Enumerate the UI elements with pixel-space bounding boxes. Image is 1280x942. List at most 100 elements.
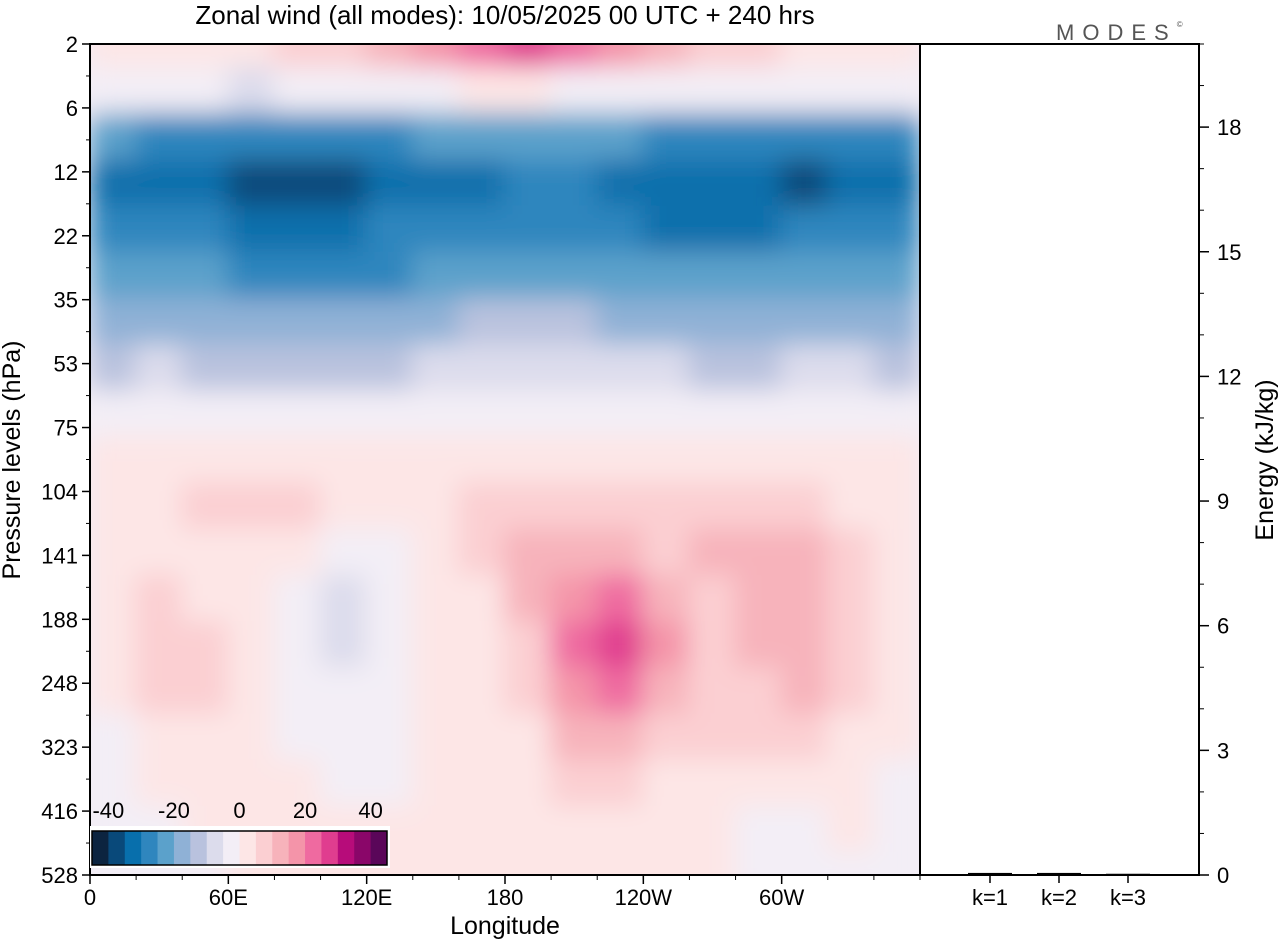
field-cell [596, 759, 645, 807]
field-cell [365, 251, 414, 299]
field-cell [550, 436, 599, 484]
field-cell [688, 113, 737, 161]
field-cell [596, 482, 645, 530]
field-cell [550, 713, 599, 761]
field-cell [135, 667, 184, 715]
field-cell [457, 44, 506, 69]
wind-field [90, 44, 920, 875]
field-cell [319, 667, 368, 715]
field-cell [319, 574, 368, 623]
colorbar-label: 40 [358, 798, 382, 823]
x-tick-label: 0 [84, 885, 96, 910]
field-cell [550, 251, 599, 299]
y-tick-label: 141 [41, 543, 78, 568]
field-cell [688, 574, 737, 623]
field-cell [90, 113, 138, 161]
field-cell [227, 482, 276, 530]
field-cell [642, 621, 691, 669]
field-cell [90, 621, 138, 669]
colorbar-swatch [173, 831, 191, 865]
field-cell [319, 67, 368, 115]
field-cell [273, 205, 322, 253]
field-cell [135, 205, 184, 253]
field-cell [90, 251, 138, 299]
field-cell [273, 667, 322, 715]
field-cell [181, 574, 230, 623]
field-cell [872, 713, 920, 761]
field-cell [734, 713, 783, 761]
field-cell [90, 297, 138, 346]
field-cell [826, 574, 875, 623]
field-cell [826, 851, 875, 875]
field-cell [872, 67, 920, 115]
field-cell [365, 621, 414, 669]
field-cell [90, 67, 138, 115]
field-cell [642, 759, 691, 807]
field-cell [90, 436, 138, 484]
field-cell [273, 113, 322, 161]
colorbar-swatch [321, 831, 339, 865]
field-cell [550, 297, 599, 346]
field-cell [319, 482, 368, 530]
field-cell [181, 621, 230, 669]
field-cell [780, 297, 829, 346]
field-cell [411, 251, 460, 299]
field-cell [504, 713, 553, 761]
field-cell [227, 113, 276, 161]
field-cell [90, 574, 138, 623]
energy-bar [968, 872, 1012, 875]
field-cell [365, 759, 414, 807]
field-cell [826, 436, 875, 484]
field-cell [504, 251, 553, 299]
colorbar-swatch [108, 831, 126, 865]
y-tick-label: 2 [66, 32, 78, 57]
field-cell [642, 528, 691, 576]
field-cell [688, 667, 737, 715]
field-cell [596, 159, 645, 207]
field-cell [596, 713, 645, 761]
field-cell [596, 251, 645, 299]
field-cell [642, 44, 691, 69]
field-cell [273, 251, 322, 299]
field-cell [319, 344, 368, 392]
field-cell [457, 251, 506, 299]
field-cell [596, 528, 645, 576]
colorbar-swatch [124, 831, 142, 865]
field-cell [504, 759, 553, 807]
field-cell [734, 851, 783, 875]
field-cell [135, 574, 184, 623]
field-cell [90, 44, 138, 69]
field-cell [181, 667, 230, 715]
energy-tick-label: 12 [1217, 364, 1241, 389]
field-cell [411, 67, 460, 115]
field-cell [504, 390, 553, 438]
field-cell [642, 667, 691, 715]
colorbar-swatch [370, 831, 388, 865]
field-cell [504, 67, 553, 115]
field-cell [734, 205, 783, 253]
field-cell [457, 67, 506, 115]
field-cell [826, 667, 875, 715]
field-cell [273, 621, 322, 669]
field-cell [734, 251, 783, 299]
field-cell [181, 344, 230, 392]
field-cell [550, 482, 599, 530]
field-cell [457, 344, 506, 392]
field-cell [365, 205, 414, 253]
field-cell [550, 759, 599, 807]
field-cell [780, 621, 829, 669]
field-cell [273, 759, 322, 807]
colorbar-label: 0 [233, 798, 245, 823]
field-cell [642, 344, 691, 392]
field-cell [227, 621, 276, 669]
field-cell [181, 390, 230, 438]
field-cell [457, 759, 506, 807]
colorbar-swatch [272, 831, 290, 865]
field-cell [504, 574, 553, 623]
field-cell [411, 528, 460, 576]
field-cell [457, 805, 506, 853]
field-cell [734, 159, 783, 207]
field-cell [826, 159, 875, 207]
field-cell [734, 574, 783, 623]
field-cell [642, 482, 691, 530]
